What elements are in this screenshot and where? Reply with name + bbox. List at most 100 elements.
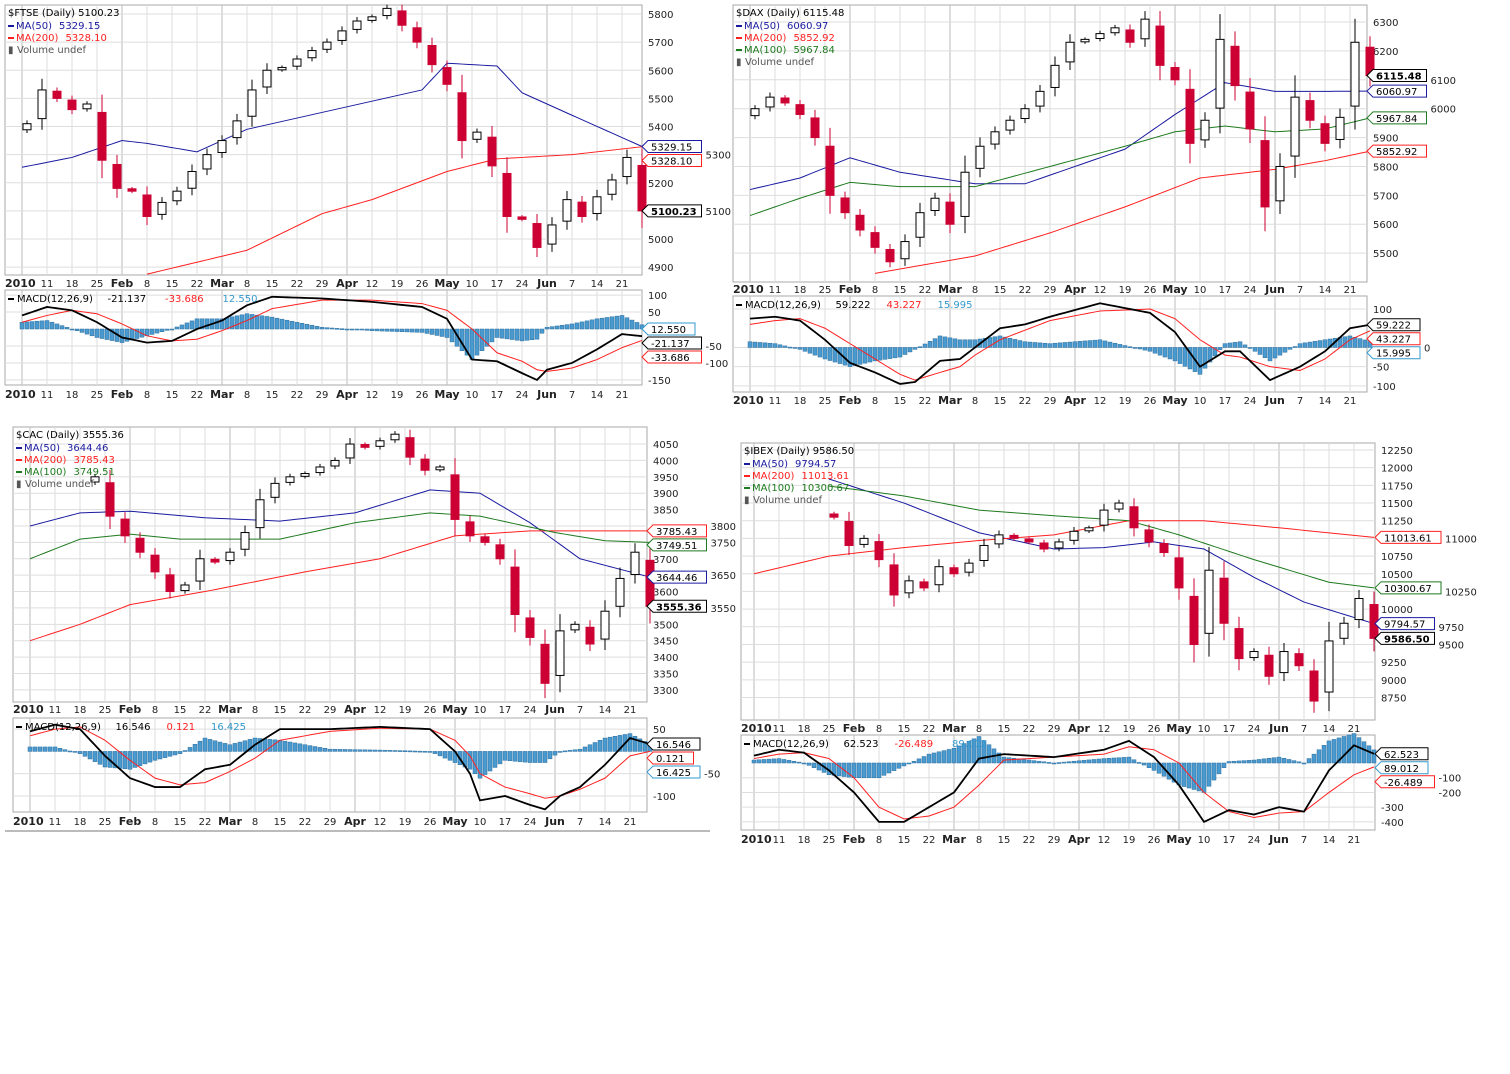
macd-histogram-bar [362,749,368,752]
x-tick-label: 26 [416,390,429,401]
candle-body [510,566,520,615]
x-tick-label: 22 [1019,396,1032,407]
macd-value: 0.121 [167,722,196,733]
candle-body [1039,542,1049,550]
ma-value-tag-box [1366,144,1427,158]
macd-histogram-bar [82,751,88,757]
y-tick-label: 5400 [648,123,673,134]
macd-histogram-bar [437,751,443,757]
x-tick-label: 19 [1119,285,1132,296]
x-tick-label: 11 [41,390,54,401]
x-tick-label: 19 [391,390,404,401]
x-tick-label: 2010 [733,283,764,296]
x-tick-label: Mar [210,388,234,401]
macd-histogram-bar [177,751,183,754]
x-tick-label: 15 [994,396,1007,407]
candle-body [360,444,370,448]
macd-histogram-bar [1157,347,1163,356]
ma-value-tag: 3644.46 [656,573,697,584]
macd-histogram-bar [1307,341,1313,348]
macd-y-tick-label: -50 [1373,363,1389,374]
macd-histogram-bar [932,338,938,348]
macd-histogram-bar [427,751,433,753]
macd-value: 15.995 [938,300,973,311]
macd-histogram-bar [817,347,823,358]
candle-body [90,476,100,483]
macd-histogram-bar [52,746,58,752]
volume-icon: ▮ [736,57,742,68]
macd-histogram-bar [562,750,568,753]
macd-histogram-bar [349,328,355,331]
macd-histogram-bar [522,751,528,763]
macd-histogram-bar [602,737,608,752]
candle-body [135,537,145,553]
y-tick-label: 3950 [653,473,678,484]
x-tick-label: 25 [823,835,836,846]
macd-histogram-bar [524,328,530,341]
candle-body [1219,577,1229,624]
macd-histogram-bar [1221,762,1227,768]
macd-histogram-bar [327,748,333,752]
macd-histogram-bar [227,744,233,752]
macd-histogram-bar [312,746,318,752]
macd-histogram-bar [79,328,85,333]
candle-body [322,41,332,50]
macd-histogram-bar [319,327,325,330]
macd-histogram-bar [397,750,403,752]
macd-histogram-bar [222,743,228,752]
candle-body [964,562,974,573]
macd-histogram-bar [369,328,375,331]
chart-title: $DAX (Daily) 6115.48 [736,8,844,19]
x-tick-label: 7 [577,817,583,828]
macd-histogram-bar [149,328,155,335]
x-tick-label: Jun [544,703,565,716]
macd-histogram-bar [1331,739,1337,764]
macd-histogram-bar [287,741,293,752]
macd-histogram-bar [39,320,45,330]
x-tick-label: 29 [1048,724,1061,735]
macd-histogram-bar [264,316,270,330]
macd-histogram-bar [1361,741,1367,764]
macd-histogram-bar [851,762,857,778]
x-tick-label: 25 [99,817,112,828]
macd-histogram-bar [912,347,918,350]
macd-histogram-bar [152,751,158,761]
macd-histogram-bar [317,747,323,752]
x-tick-label: May [1162,394,1187,407]
macd-histogram-bar [112,751,118,769]
x-tick-label: May [442,703,467,716]
candle-body [1320,123,1330,144]
candle-body [292,58,302,67]
x-tick-label: 24 [524,705,537,716]
candle-body [97,111,107,161]
macd-histogram-bar [996,752,1002,764]
candle-body [487,136,497,167]
macd-value: 62.523 [844,739,879,750]
macd-histogram-bar [387,750,393,752]
macd-histogram-bar [577,748,583,752]
macd-histogram-bar [761,759,767,764]
x-tick-label: 18 [798,835,811,846]
legend-ma-label: MA(50) [16,21,52,32]
macd-value-tag: 16.546 [656,740,691,751]
x-tick-label: 12 [1098,724,1111,735]
macd-histogram-bar [87,751,93,760]
macd-histogram-bar [154,328,160,334]
macd-histogram-bar [497,751,503,765]
macd-histogram-bar [499,328,505,339]
x-tick-label: Feb [839,283,862,296]
macd-signal-tag: 0.121 [656,754,685,765]
x-tick-label: Apr [1064,283,1086,296]
ma-value-tag-box [1366,84,1427,98]
x-tick-label: Apr [336,277,358,290]
macd-histogram-bar [544,327,550,330]
x-tick-label: 21 [624,817,637,828]
x-tick-label: 15 [894,285,907,296]
macd-histogram-bar [1142,347,1148,351]
macd-histogram-bar [104,328,110,340]
y-tick-label: 3600 [653,588,678,599]
candle-body [592,196,602,215]
y-tick-label: 9000 [1381,676,1406,687]
candle-body [465,521,475,537]
macd-histogram-bar [494,328,500,338]
